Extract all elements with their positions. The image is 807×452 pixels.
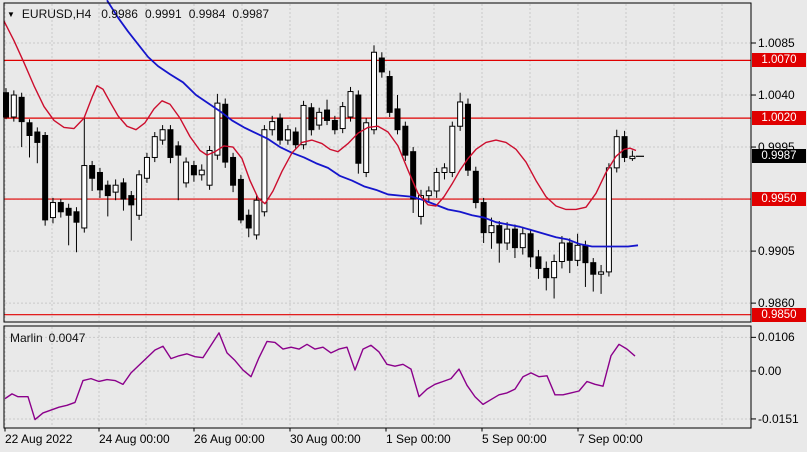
quote-open: 0.9986 — [101, 7, 138, 21]
indicator-name: Marlin — [10, 331, 43, 345]
indicator-header: Marlin 0.0047 — [10, 331, 85, 345]
indicator-value: 0.0047 — [48, 331, 86, 345]
quote-close: 0.9987 — [232, 7, 270, 21]
chart-collapse-icon[interactable]: ▼ — [7, 9, 15, 19]
quote-low: 0.9984 — [188, 7, 226, 21]
chart-header: ▼ EURUSD,H4 0.9986 0.9991 0.9984 0.9987 — [7, 7, 276, 21]
symbol-period-label: EURUSD,H4 — [21, 7, 92, 21]
quote-high: 0.9991 — [144, 7, 182, 21]
